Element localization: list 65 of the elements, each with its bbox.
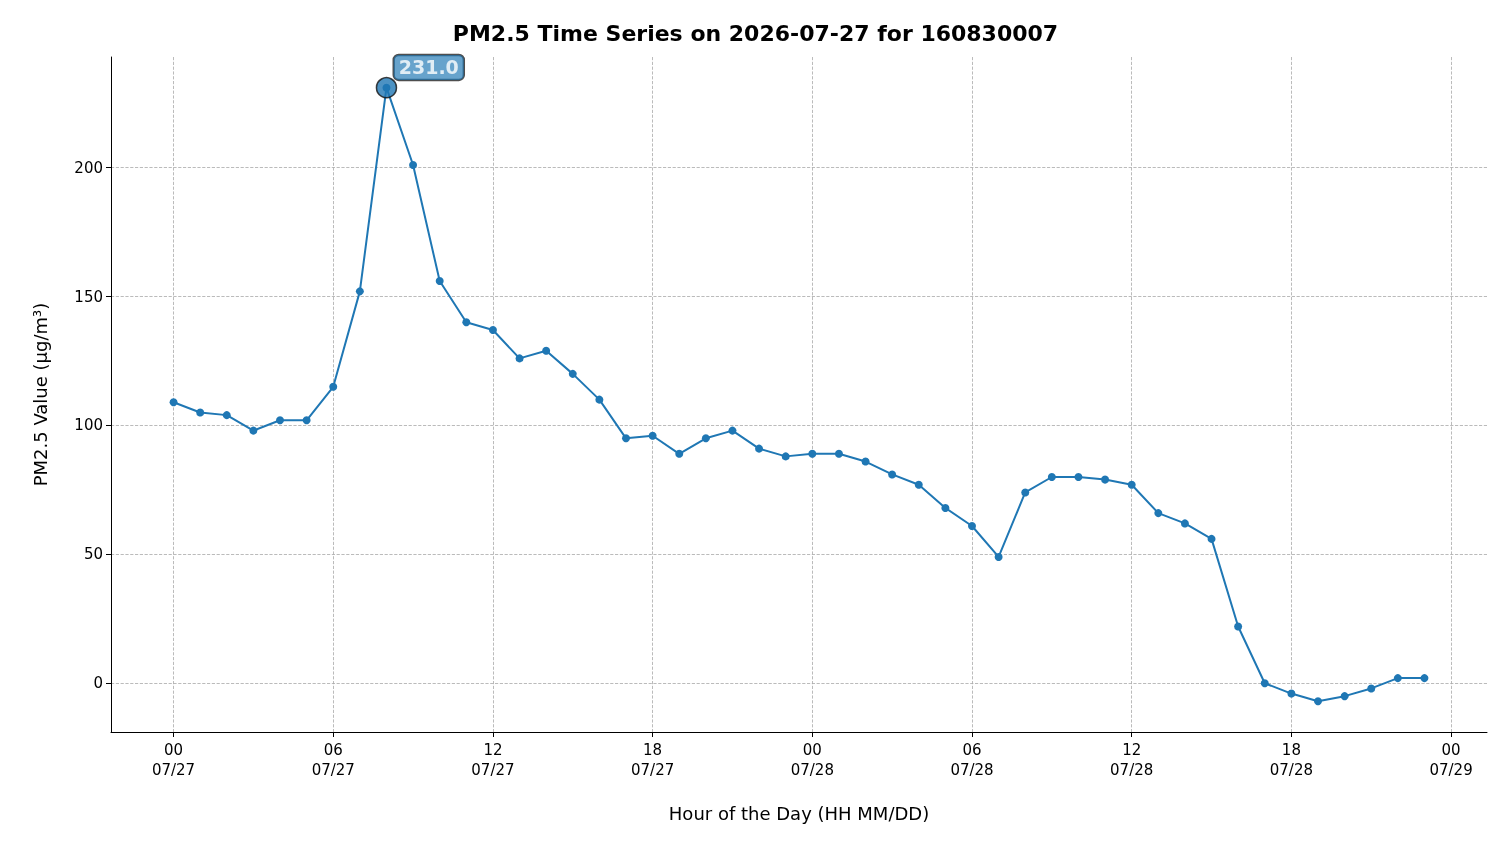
point — [1074, 473, 1083, 481]
point — [1287, 689, 1296, 698]
point — [595, 395, 604, 404]
point — [622, 434, 630, 443]
y-tick-label: 100 — [74, 416, 103, 435]
y-tick-label: 150 — [74, 287, 103, 306]
point — [968, 522, 976, 530]
point — [542, 346, 551, 355]
point — [568, 369, 577, 378]
x-tick-label: 00 07/28 — [790, 741, 834, 779]
x-tick-label: 18 07/28 — [1269, 741, 1313, 779]
point — [355, 287, 364, 296]
x-tick-label: 12 07/28 — [1110, 741, 1154, 779]
point — [488, 326, 497, 335]
point — [169, 398, 178, 407]
point — [1047, 473, 1056, 481]
y-tick-label: 200 — [74, 158, 103, 177]
point — [302, 416, 311, 425]
point — [515, 354, 524, 363]
point — [1127, 480, 1136, 489]
point — [409, 161, 418, 170]
point — [1393, 674, 1402, 683]
point — [861, 457, 870, 466]
point — [808, 449, 817, 458]
point — [1260, 679, 1269, 688]
point — [701, 434, 710, 443]
x-tick-label: 00 07/27 — [151, 741, 196, 779]
point — [781, 452, 790, 461]
y-tick-label: 0 — [93, 674, 103, 693]
x-tick-label: 06 07/27 — [311, 741, 355, 779]
point — [222, 411, 231, 420]
point — [196, 408, 205, 417]
point — [329, 382, 338, 391]
x-tick-label: 18 07/27 — [631, 741, 675, 779]
point — [941, 503, 950, 512]
point — [276, 416, 285, 425]
point — [1101, 475, 1110, 484]
point — [1234, 622, 1243, 631]
annotation: 231.0 — [398, 56, 459, 79]
point — [1021, 488, 1030, 497]
point — [675, 449, 684, 458]
x-tick-label: 00 07/29 — [1429, 741, 1473, 779]
y-tick-label: 50 — [83, 545, 103, 564]
point — [1207, 534, 1216, 543]
chart-title: PM2.5 Time Series on 2026-07-27 for 160830007 — [452, 20, 1059, 46]
x-tick-label: 12 07/27 — [471, 741, 515, 779]
point — [1340, 692, 1349, 701]
point — [914, 480, 923, 489]
x-tick-label: 06 07/28 — [950, 741, 994, 779]
point — [1420, 674, 1429, 683]
point — [249, 426, 258, 435]
point — [994, 552, 1003, 561]
point — [462, 318, 471, 327]
point — [1154, 509, 1163, 518]
point — [1180, 519, 1189, 528]
x-axis-title: Hour of the Day (HH MM/DD) — [668, 802, 930, 824]
y-axis-title: PM2.5 Value (μg/m³) — [29, 302, 51, 487]
point — [728, 426, 737, 435]
point — [435, 277, 444, 286]
point — [648, 431, 657, 440]
point — [755, 444, 764, 453]
point — [1367, 684, 1376, 693]
point — [1314, 697, 1322, 706]
point — [888, 470, 897, 479]
point — [834, 449, 843, 458]
